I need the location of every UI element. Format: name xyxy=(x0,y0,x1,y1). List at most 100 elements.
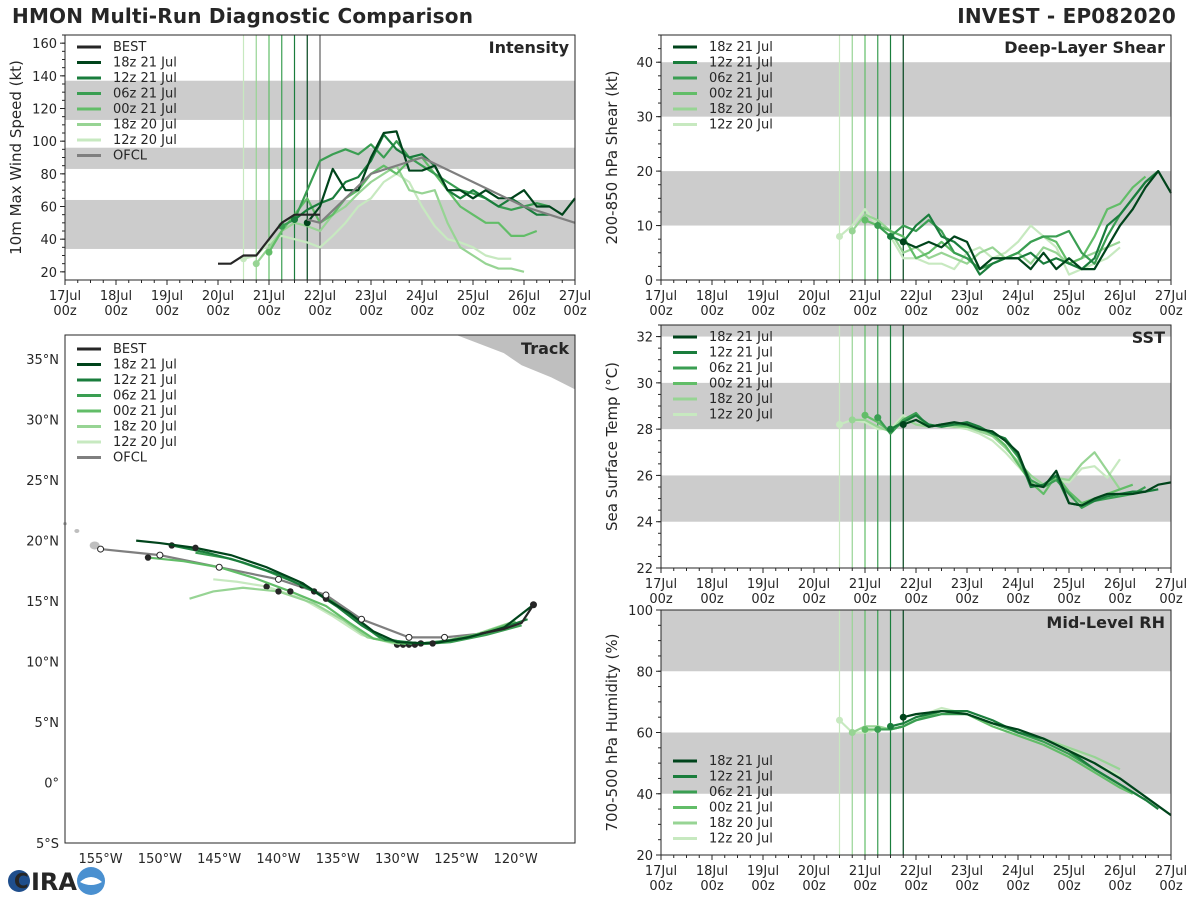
sst-init-point xyxy=(874,414,882,422)
rh-legend-label: 06z 21 Jul xyxy=(709,785,773,800)
shear-legend-label: 18z 21 Jul xyxy=(709,40,773,55)
shear-xtick-label: 00z xyxy=(1006,304,1030,319)
panel-rh: 2040608010017Jul00z18Jul00z19Jul00z20Jul… xyxy=(603,604,1187,894)
shear-xtick-label: 20Jul xyxy=(798,289,830,304)
shear-xtick-label: 18Jul xyxy=(696,289,728,304)
sst-series-line xyxy=(902,418,1172,507)
rh-init-point xyxy=(874,725,882,733)
track-ytick-label: 15°N xyxy=(26,595,59,610)
shear-xtick-label: 27Jul xyxy=(1155,289,1187,304)
cira-logo: C IRA xyxy=(8,867,105,896)
shear-series-line xyxy=(877,181,1147,271)
track-xtick-label: 120°W xyxy=(494,852,538,867)
track-ofcl-dot xyxy=(405,633,413,641)
shear-panel-title: Deep-Layer Shear xyxy=(1004,38,1165,57)
rh-legend-label: 12z 20 Jul xyxy=(709,832,773,847)
track-ofcl-dot xyxy=(274,575,282,583)
shear-init-point xyxy=(887,232,894,240)
track-legend-label: 12z 20 Jul xyxy=(113,435,177,450)
sst-xtick-label: 22Jul xyxy=(900,577,932,592)
sst-ytick-label: 22 xyxy=(636,562,653,577)
shear-xtick-label: 00z xyxy=(1159,304,1183,319)
intensity-ytick-label: 160 xyxy=(32,37,57,52)
intensity-init-point xyxy=(291,216,298,224)
sst-init-point xyxy=(861,411,869,419)
track-legend-label: BEST xyxy=(113,342,146,357)
sst-xtick-label: 00z xyxy=(700,592,724,607)
intensity-series-line xyxy=(243,172,512,260)
svg-text:C: C xyxy=(14,869,29,893)
track-panel-title: Track xyxy=(521,339,569,358)
track-legend-label: 18z 21 Jul xyxy=(113,358,177,373)
rh-xtick-label: 00z xyxy=(1159,879,1183,894)
sst-xtick-label: 21Jul xyxy=(849,577,881,592)
track-ofcl-dot xyxy=(358,615,366,623)
intensity-xtick-label: 18Jul xyxy=(100,289,132,304)
intensity-xtick-label: 00z xyxy=(155,304,179,319)
sst-legend-label: 12z 20 Jul xyxy=(709,408,773,423)
shear-init-point xyxy=(899,238,907,246)
shear-xtick-label: 19Jul xyxy=(747,289,779,304)
rh-xtick-label: 00z xyxy=(1057,879,1081,894)
track-frame xyxy=(64,334,576,844)
track-position-dot xyxy=(429,640,436,647)
sst-xtick-label: 00z xyxy=(955,592,979,607)
track-ofcl-dot xyxy=(441,633,449,641)
track-xtick-label: 150°W xyxy=(138,852,182,867)
track-xtick-label: 130°W xyxy=(375,852,419,867)
intensity-init-point xyxy=(265,248,273,256)
rh-xtick-label: 21Jul xyxy=(849,864,881,879)
rh-panel-title: Mid-Level RH xyxy=(1046,613,1165,632)
shear-band xyxy=(661,171,1171,226)
sst-xtick-label: 00z xyxy=(649,592,673,607)
track-position-dot xyxy=(263,583,270,590)
intensity-xtick-label: 26Jul xyxy=(508,289,540,304)
shear-xtick-label: 00z xyxy=(649,304,673,319)
sst-xtick-label: 17Jul xyxy=(645,577,677,592)
shear-xtick-label: 25Jul xyxy=(1053,289,1085,304)
shear-series-line xyxy=(890,170,1159,276)
rh-xtick-label: 20Jul xyxy=(798,864,830,879)
sst-panel-title: SST xyxy=(1132,328,1165,347)
track-ofcl-dot xyxy=(97,545,105,553)
svg-text:IRA: IRA xyxy=(31,868,77,896)
shear-legend-label: 12z 20 Jul xyxy=(709,118,773,133)
intensity-series-line xyxy=(293,133,550,221)
sst-xtick-label: 00z xyxy=(1159,592,1183,607)
shear-xtick-label: 00z xyxy=(955,304,979,319)
intensity-init-point xyxy=(252,260,260,268)
panel-intensity: 2040608010012014016017Jul00z18Jul00z19Ju… xyxy=(7,34,591,319)
panel-track: 155°W 150°W 145°W 140°W 135°W 130°W 125°W 120°W… xyxy=(26,334,576,867)
intensity-ytick-label: 120 xyxy=(32,103,57,118)
sst-ytick-label: 32 xyxy=(636,331,653,346)
intensity-legend-label: 12z 20 Jul xyxy=(113,133,177,148)
track-ytick-label: 25°N xyxy=(26,474,59,489)
track-position-dot xyxy=(287,588,294,595)
sst-ylabel: Sea Surface Temp (°C) xyxy=(603,362,621,531)
rh-ylabel: 700-500 hPa Humidity (%) xyxy=(603,633,621,831)
rh-init-point xyxy=(861,725,869,733)
rh-xtick-label: 00z xyxy=(700,879,724,894)
rh-xtick-label: 00z xyxy=(649,879,673,894)
rh-init-point xyxy=(836,716,843,724)
panel-sst: 22242628303217Jul00z18Jul00z19Jul00z20Ju… xyxy=(603,324,1187,607)
shear-xtick-label: 00z xyxy=(1057,304,1081,319)
intensity-xtick-label: 25Jul xyxy=(457,289,489,304)
track-ofcl-dot xyxy=(156,551,164,559)
rh-ytick-label: 60 xyxy=(636,727,653,742)
track-ofcl-dot xyxy=(322,591,330,599)
shear-xtick-label: 26Jul xyxy=(1104,289,1136,304)
shear-series-line xyxy=(902,170,1172,271)
rh-xtick-label: 00z xyxy=(1108,879,1132,894)
sst-init-point xyxy=(836,421,843,429)
hawaii-island xyxy=(89,541,100,550)
sst-init-point xyxy=(899,421,907,429)
rh-xtick-label: 00z xyxy=(853,879,877,894)
shear-ytick-label: 40 xyxy=(636,56,653,71)
intensity-xtick-label: 00z xyxy=(308,304,332,319)
shear-xtick-label: 00z xyxy=(700,304,724,319)
sst-legend-label: 12z 21 Jul xyxy=(709,346,773,361)
track-ytick-label: 10°N xyxy=(26,656,59,671)
sst-ytick-label: 26 xyxy=(636,469,653,484)
track-position-dot xyxy=(275,588,282,595)
